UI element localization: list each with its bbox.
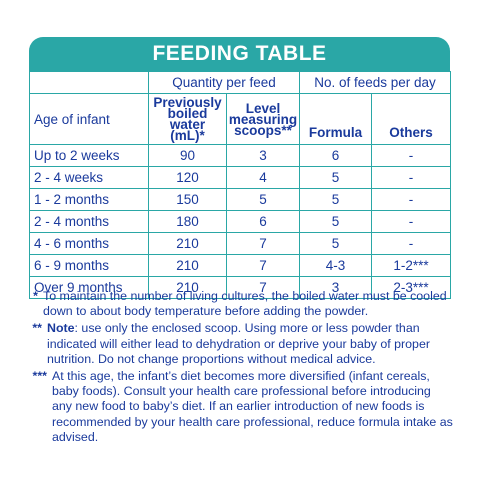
age-cell: 2 - 4 weeks (29, 166, 149, 189)
table-row: 1 - 2 months 150 5 5- (29, 188, 452, 211)
scoops-cell: 7 (225, 232, 301, 255)
footnote-2-body: Note: use only the enclosed scoop. Using… (47, 321, 454, 367)
scoops-cell: 7 (225, 254, 301, 277)
scoops-header-line2: measuring (228, 111, 298, 127)
scoops-column-header: Level measuring scoops** (225, 93, 301, 145)
age-cell: Over 9 months (29, 276, 149, 299)
table-row: 4 - 6 months 210 7 5- (29, 232, 452, 255)
footnote-1-text: To maintain the number of living culture… (43, 289, 447, 319)
age-column-header: Age of infant (29, 93, 149, 145)
scoops-cell: 5 (225, 188, 301, 211)
footnote-2-mark: ** (32, 321, 42, 336)
formula-cell: 4-3 (299, 254, 373, 277)
footnote-2-label: Note (47, 321, 75, 336)
water-cell: 90 (148, 144, 227, 167)
table-title: FEEDING TABLE (152, 42, 327, 65)
formula-cell: 6 (299, 144, 373, 167)
quantity-group-header: Quantity per feed (147, 71, 301, 94)
others-cell: - (371, 188, 452, 211)
others-cell: - (371, 210, 452, 233)
water-cell: 180 (148, 210, 227, 233)
scoops-cell: 6 (225, 210, 301, 233)
footnote-1-mark: * (33, 289, 38, 303)
water-cell: 210 (148, 232, 227, 255)
table-row: 2 - 4 weeks 120 4 5- (29, 166, 452, 189)
formula-cell: 5 (299, 188, 373, 211)
water-column-header: Previously boiled water (mL)* (148, 93, 227, 145)
others-column-header: Others (371, 93, 452, 145)
table-title-bar: FEEDING TABLE (29, 37, 450, 71)
scoops-cell: 3 (225, 144, 301, 167)
table-row: 6 - 9 months 210 7 4-3 1-2*** (29, 254, 452, 277)
others-cell: 2-3*** (371, 276, 452, 299)
footnote-3-mark: *** (32, 369, 47, 384)
feeding-table-panel: FEEDING TABLE Quantity per feed No. of f… (29, 37, 452, 299)
footnotes: * To maintain the number of living cultu… (26, 289, 454, 447)
formula-cell: 5 (299, 232, 373, 255)
age-cell: 4 - 6 months (29, 232, 149, 255)
others-cell: - (371, 232, 452, 255)
footnote-3: *** At this age, the infant’s diet becom… (26, 369, 454, 445)
footnote-1: * To maintain the number of living cultu… (26, 289, 454, 319)
age-cell: 2 - 4 months (29, 210, 149, 233)
others-cell: 1-2*** (371, 254, 452, 277)
water-header-line1: Previously (153, 95, 222, 110)
others-cell: - (371, 144, 452, 167)
footnote-3-text: At this age, the infant’s diet becomes m… (52, 369, 453, 444)
table-row: 2 - 4 months 180 6 5- (29, 210, 452, 233)
age-cell: 6 - 9 months (29, 254, 149, 277)
others-cell: - (371, 166, 452, 189)
footnote-2: ** Note: use only the enclosed scoop. Us… (26, 321, 454, 367)
water-cell: 210 (148, 254, 227, 277)
table-row: Up to 2 weeks 90 3 6- (29, 144, 452, 167)
scoops-cell: 4 (225, 166, 301, 189)
scoops-cell: 7 (225, 276, 301, 299)
formula-cell: 5 (299, 166, 373, 189)
feeds-group-header: No. of feeds per day (299, 71, 452, 94)
scoops-header-line1: Level (245, 100, 281, 116)
water-header-line2: boiled water (167, 106, 208, 132)
feeding-table: Quantity per feed No. of feeds per day A… (29, 71, 452, 299)
water-cell: 150 (148, 188, 227, 211)
age-cell: Up to 2 weeks (29, 144, 149, 167)
table-row: Over 9 months 210 7 3 2-3*** (29, 276, 452, 299)
age-cell: 1 - 2 months (29, 188, 149, 211)
scoops-header-line3: scoops** (234, 122, 292, 138)
formula-column-header: Formula (299, 93, 373, 145)
formula-cell: 5 (299, 210, 373, 233)
header-empty-cell (29, 71, 149, 94)
water-header-line3: (mL)* (170, 128, 205, 143)
water-cell: 120 (148, 166, 227, 189)
footnote-2-text: : use only the enclosed scoop. Using mor… (47, 321, 430, 366)
